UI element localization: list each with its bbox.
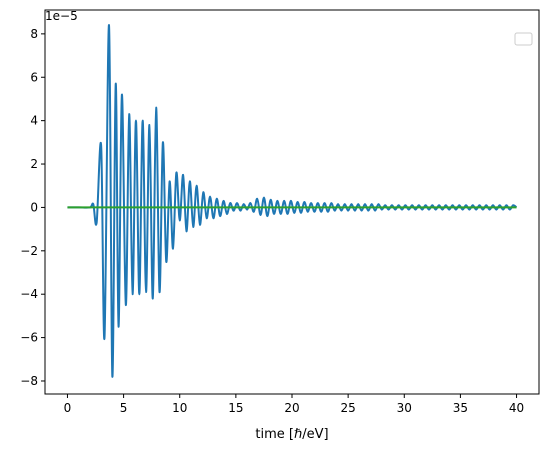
y-tick-label: 2 xyxy=(30,157,38,171)
legend-box xyxy=(514,32,533,46)
x-tick-label: 30 xyxy=(397,401,412,415)
series-line-1 xyxy=(67,24,518,378)
series-layer xyxy=(67,24,518,378)
y-axis-ticks: −8 −6 −4 −2 0 2 4 6 8 xyxy=(20,27,45,388)
y-tick-label: 4 xyxy=(30,114,38,128)
y-tick-label: −4 xyxy=(20,287,38,301)
x-tick-label: 5 xyxy=(120,401,128,415)
y-tick-label: 8 xyxy=(30,27,38,41)
y-tick-label: −8 xyxy=(20,374,38,388)
y-offset-label: 1e−5 xyxy=(45,9,78,23)
x-tick-label: 25 xyxy=(340,401,355,415)
x-tick-label: 35 xyxy=(453,401,468,415)
x-tick-label: 15 xyxy=(228,401,243,415)
x-tick-label: 10 xyxy=(172,401,187,415)
y-tick-label: −6 xyxy=(20,331,38,345)
y-tick-label: −2 xyxy=(20,244,38,258)
y-tick-label: 6 xyxy=(30,70,38,84)
y-tick-label: 0 xyxy=(30,200,38,214)
x-tick-label: 40 xyxy=(509,401,524,415)
x-tick-label: 20 xyxy=(284,401,299,415)
x-axis-label: time [ℏ/eV] xyxy=(255,427,328,442)
x-tick-label: 0 xyxy=(64,401,72,415)
x-axis-ticks: 0 5 10 15 20 25 30 35 40 xyxy=(64,394,524,415)
